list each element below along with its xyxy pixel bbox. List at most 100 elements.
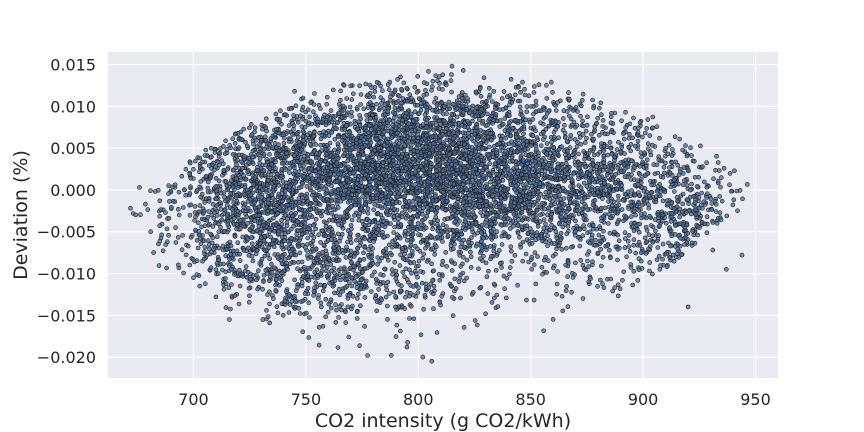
data-point (318, 304, 324, 310)
data-point (423, 281, 429, 287)
data-point (718, 175, 724, 180)
data-point (318, 300, 324, 306)
data-point (491, 89, 497, 94)
data-point (264, 308, 269, 313)
data-point (392, 115, 397, 120)
data-point (394, 322, 400, 328)
data-point (573, 218, 578, 224)
data-point (256, 152, 261, 157)
data-point (461, 325, 467, 330)
data-point (354, 309, 360, 315)
data-point (496, 248, 502, 253)
data-point (406, 199, 412, 204)
data-point (467, 110, 473, 115)
data-point (297, 250, 303, 256)
data-point (550, 265, 556, 271)
data-point (568, 133, 574, 138)
data-point (385, 317, 390, 322)
data-point (389, 267, 395, 273)
data-point (330, 87, 336, 93)
data-point (604, 172, 610, 177)
data-point (349, 109, 354, 115)
data-point (717, 194, 723, 199)
data-point (488, 202, 493, 207)
data-point (267, 256, 273, 262)
data-point (649, 142, 655, 148)
data-point (348, 204, 354, 209)
data-point (593, 237, 598, 243)
data-point (422, 292, 428, 298)
data-point (157, 238, 163, 244)
data-point (302, 168, 308, 173)
data-point (391, 289, 397, 295)
data-point (313, 226, 319, 232)
data-point (377, 105, 383, 111)
data-point (306, 300, 312, 306)
data-point (389, 135, 395, 140)
data-point (505, 124, 510, 130)
data-point (245, 169, 250, 174)
data-point (628, 148, 634, 154)
data-point (312, 91, 317, 96)
data-point (577, 131, 582, 136)
data-point (320, 117, 326, 122)
data-point (650, 233, 656, 239)
data-point (487, 144, 492, 150)
data-point (320, 249, 326, 255)
data-point (401, 80, 407, 86)
data-point (701, 199, 707, 204)
data-point (308, 166, 314, 172)
data-point (489, 300, 495, 305)
data-point (653, 228, 658, 234)
data-point (236, 301, 242, 307)
data-point (194, 258, 200, 264)
data-point (491, 295, 497, 301)
data-point (506, 234, 512, 239)
data-point (371, 94, 377, 100)
data-point (715, 160, 721, 165)
data-point (537, 219, 543, 224)
data-point (328, 108, 334, 113)
data-point (643, 251, 649, 256)
data-point (517, 235, 522, 240)
data-point (315, 296, 321, 301)
data-point (414, 149, 420, 154)
data-point (335, 156, 341, 161)
data-point (585, 207, 591, 213)
data-point (532, 250, 538, 255)
data-point (291, 123, 297, 128)
data-point (417, 206, 422, 212)
data-point (232, 131, 238, 137)
data-point (266, 219, 272, 224)
data-point (586, 249, 592, 254)
data-point (217, 146, 223, 151)
data-point (656, 233, 661, 238)
data-point (456, 249, 462, 255)
data-point (259, 172, 265, 178)
data-point (494, 292, 500, 298)
data-point (449, 89, 454, 95)
data-point (704, 160, 709, 165)
data-point (397, 328, 403, 334)
data-point (600, 235, 606, 240)
data-point (508, 133, 514, 139)
data-point (267, 274, 273, 280)
data-point (476, 117, 482, 122)
data-point (380, 88, 385, 93)
data-point (205, 185, 211, 191)
data-point (565, 304, 571, 309)
data-point (606, 204, 612, 210)
data-point (362, 324, 367, 329)
data-point (348, 240, 354, 245)
data-point (630, 135, 636, 141)
data-point (519, 210, 525, 215)
data-point (474, 241, 480, 247)
data-point (732, 168, 737, 174)
data-point (608, 145, 614, 151)
data-point (159, 232, 164, 238)
data-point (433, 73, 439, 78)
data-point (428, 219, 434, 225)
data-point (384, 287, 390, 293)
data-point (354, 285, 360, 290)
data-point (202, 153, 208, 158)
